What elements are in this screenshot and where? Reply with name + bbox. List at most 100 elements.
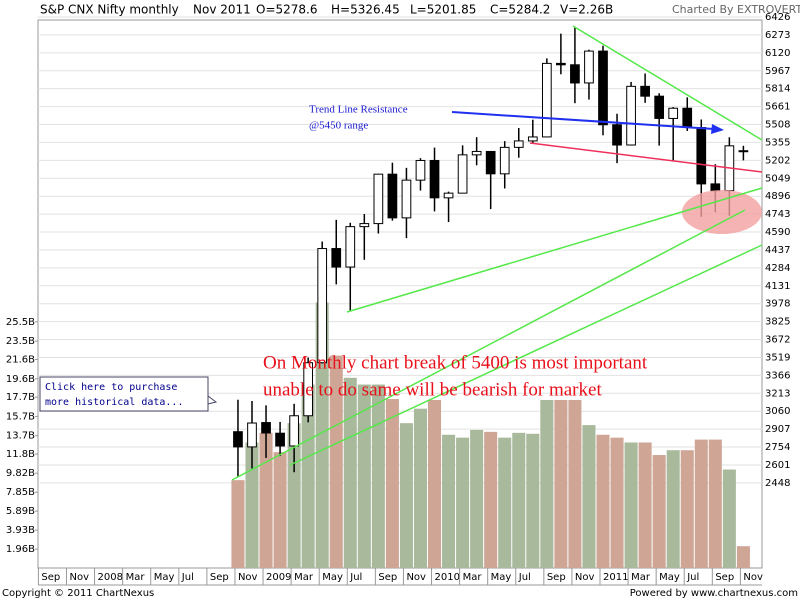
y-tick-label: 4590 xyxy=(765,227,790,238)
x-tick-label: 2010 xyxy=(435,572,460,583)
y2-tick-label: 9.82B xyxy=(6,468,35,479)
candle-body xyxy=(289,415,299,447)
candle-body xyxy=(513,140,524,148)
candle-body xyxy=(331,248,342,268)
volume-bar xyxy=(722,469,736,568)
candle-body xyxy=(527,136,538,142)
volume-bars xyxy=(231,302,750,568)
candle-body xyxy=(373,173,384,225)
y-tick-label: 4437 xyxy=(765,245,790,256)
y-tick-label: 5202 xyxy=(765,155,790,166)
y2-tick-label: 7.85B xyxy=(6,487,35,498)
y-tick-label: 5661 xyxy=(765,102,790,113)
volume-bar xyxy=(385,399,399,568)
y2-tick-label: 25.5B xyxy=(6,317,35,328)
candle-body xyxy=(612,124,622,146)
y-tick-label: 2448 xyxy=(765,478,790,489)
volume-bar xyxy=(456,437,470,568)
candle-body xyxy=(387,173,398,219)
trend-line xyxy=(529,142,763,173)
volume-bar xyxy=(596,434,610,568)
volume-bar xyxy=(638,442,652,568)
y-tick-label: 4896 xyxy=(765,191,790,202)
x-tick-label: Nov xyxy=(406,572,426,583)
tooltip-text[interactable]: Click here to purchase xyxy=(45,382,177,393)
candle-body xyxy=(541,62,552,138)
volume-bar xyxy=(498,437,512,568)
y-tick-label: 3519 xyxy=(765,352,790,363)
tooltip-text[interactable]: more historical data... xyxy=(45,397,183,408)
y2-tick-label: 21.6B xyxy=(6,354,35,365)
candle-body xyxy=(696,127,707,185)
annotation: @5450 range xyxy=(309,120,368,132)
trend-line xyxy=(346,187,763,313)
y2-tick-label: 13.7B xyxy=(6,431,35,442)
volume-bar xyxy=(259,432,273,568)
y-tick-label: 3825 xyxy=(765,317,790,328)
annotation: On Monthly chart break of 5400 is most i… xyxy=(263,352,648,373)
x-tick-label: May xyxy=(322,572,343,583)
volume-bar xyxy=(666,450,680,568)
header-low: L=5201.85 xyxy=(410,3,476,17)
volume-bar xyxy=(554,400,568,568)
tooltip-box[interactable] xyxy=(39,376,209,412)
volume-bar xyxy=(624,442,638,568)
y2-tick-label: 11.8B xyxy=(6,449,35,460)
annotation: unable to do same will be bearish for ma… xyxy=(263,379,602,400)
candle-body xyxy=(345,226,356,268)
candle-body xyxy=(261,422,271,434)
y2-tick-label: 19.6B xyxy=(6,374,35,385)
x-tick-label: Jul xyxy=(686,572,699,583)
volume-bar xyxy=(736,546,750,568)
y2-tick-label: 1.96B xyxy=(6,544,35,555)
purchase-tooltip[interactable]: Click here to purchase more historical d… xyxy=(39,376,218,412)
trend-lines xyxy=(231,25,763,481)
volume-bar xyxy=(652,455,666,568)
volume-bar xyxy=(413,408,427,568)
volume-bar xyxy=(245,442,259,568)
highlight-ellipse xyxy=(682,190,762,234)
footer-copyright: Copyright © 2011 ChartNexus xyxy=(2,588,154,599)
candle-body xyxy=(598,50,608,126)
volume-bar xyxy=(526,433,540,568)
candle-body xyxy=(429,159,440,199)
volume-bar xyxy=(708,439,722,568)
candle-body xyxy=(556,62,566,66)
x-tick-label: Nov xyxy=(575,572,595,583)
credit: Charted By EXTROVERT xyxy=(672,3,800,16)
chart-title: S&P CNX Nifty monthly xyxy=(40,3,179,17)
volume-bar xyxy=(287,423,301,568)
y-tick-label: 5967 xyxy=(765,66,790,77)
y-tick-label: 6120 xyxy=(765,48,790,59)
header-close: C=5284.2 xyxy=(490,3,550,17)
volume-bar xyxy=(512,432,526,568)
x-tick-label: Mar xyxy=(463,572,483,583)
y-tick-label: 2907 xyxy=(765,424,790,435)
candle-body xyxy=(485,150,496,175)
volume-bar xyxy=(357,384,371,568)
y-tick-label: 4743 xyxy=(765,209,790,220)
volume-bar xyxy=(540,400,554,568)
y-tick-label: 3060 xyxy=(765,406,790,417)
arrow-head xyxy=(711,124,724,134)
trend-line xyxy=(289,244,763,466)
candle-body xyxy=(233,431,243,448)
volume-bar xyxy=(329,355,343,568)
volume-bar xyxy=(231,480,245,568)
y-tick-label: 5508 xyxy=(765,120,790,131)
x-tick-label: Jul xyxy=(349,572,362,583)
volume-bar xyxy=(484,431,498,568)
volume-bar xyxy=(610,437,624,568)
trend-line xyxy=(231,209,746,481)
volume-bar xyxy=(315,302,329,568)
volume-bar xyxy=(301,384,315,568)
candle-body xyxy=(457,154,468,194)
x-tick-label: Sep xyxy=(378,572,397,583)
y-tick-label: 6273 xyxy=(765,30,790,41)
candle-body xyxy=(443,192,454,199)
volume-bar xyxy=(442,434,456,568)
x-tick-label: May xyxy=(154,572,175,583)
header-date: Nov 2011 xyxy=(193,3,251,17)
y2-tick-label: 5.89B xyxy=(6,506,35,517)
candle-body xyxy=(471,150,482,156)
